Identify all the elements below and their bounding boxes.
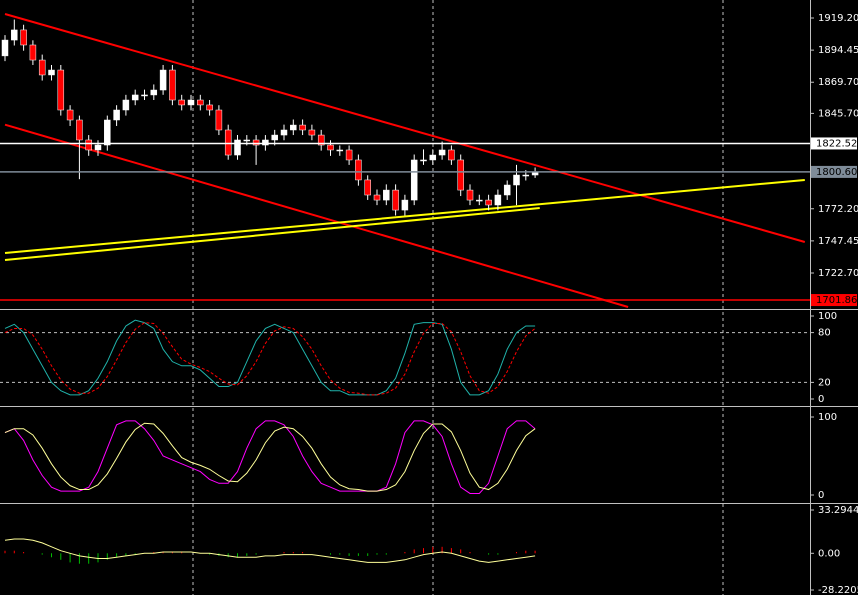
candle-body — [271, 134, 278, 141]
candle-body — [485, 199, 492, 206]
y-tick-label: 1894.45 — [818, 45, 858, 56]
candle-body — [11, 29, 18, 41]
candle-body — [122, 99, 130, 111]
candle-body — [494, 194, 502, 206]
candle-body — [401, 199, 409, 211]
candle-body — [224, 129, 232, 156]
price-label: 1701.86 — [816, 295, 857, 306]
candle-body — [327, 144, 334, 151]
trend-line — [4, 13, 806, 243]
candle-body — [317, 134, 325, 146]
candle-body — [476, 199, 483, 202]
y-tick-label: 1772.20 — [818, 204, 858, 215]
candle-body — [522, 174, 530, 177]
candle-body — [503, 184, 511, 196]
candle-body — [373, 194, 381, 201]
candle-body — [262, 139, 269, 146]
candle-body — [76, 119, 83, 141]
trend-line — [4, 206, 540, 262]
y-tick-label: 33.29447 — [818, 505, 858, 516]
candle-body — [336, 149, 344, 152]
y-tick-label: 100 — [818, 412, 837, 423]
candle-body — [280, 129, 288, 136]
price-label: 1800.60 — [816, 167, 857, 178]
trend-line — [4, 123, 629, 308]
candle-body — [290, 124, 297, 131]
candle-body — [420, 159, 427, 162]
y-tick-label: 80 — [818, 328, 831, 339]
candle-body — [57, 69, 65, 111]
candle-body — [392, 189, 399, 211]
candle-body — [206, 104, 213, 111]
candle-body — [438, 149, 446, 156]
candle-body — [20, 29, 27, 46]
y-tick-label: 0 — [818, 490, 824, 501]
price-label: 1822.52 — [816, 138, 857, 149]
candle-body — [187, 99, 195, 106]
y-tick-label: 1919.20 — [818, 13, 858, 24]
indicator-line — [4, 322, 536, 396]
indicator-line — [4, 319, 536, 396]
candle-body — [215, 109, 223, 131]
indicator-line — [4, 422, 536, 492]
y-tick-label: 0 — [818, 394, 824, 405]
candle-body — [448, 149, 455, 161]
candle-body — [197, 99, 204, 106]
candle-body — [243, 139, 251, 142]
candle-body — [131, 94, 139, 101]
candle-body — [159, 69, 167, 91]
candle-body — [299, 124, 306, 131]
candle-body — [234, 139, 241, 156]
candle-body — [38, 59, 46, 76]
candle-body — [308, 129, 316, 136]
candle-body — [29, 44, 37, 61]
candle-body — [169, 69, 176, 101]
candle-body — [66, 109, 74, 121]
y-tick-label: 1869.70 — [818, 77, 858, 88]
candle-body — [457, 159, 464, 191]
candle-body — [513, 174, 520, 186]
candle-body — [466, 189, 474, 201]
indicator-line — [4, 420, 536, 494]
y-tick-label: 1747.45 — [818, 236, 858, 247]
candle-body — [345, 149, 353, 161]
indicator-line — [4, 538, 536, 563]
candle-body — [252, 139, 260, 146]
price-label-box — [811, 137, 857, 150]
candle-body — [104, 119, 111, 146]
price-label-box — [811, 294, 857, 307]
y-tick-label: 100 — [818, 311, 837, 322]
y-tick-label: 20 — [818, 377, 831, 388]
candle-body — [364, 179, 371, 196]
candle-body — [429, 154, 437, 161]
candle-body — [94, 144, 102, 151]
price-label-box — [811, 165, 857, 178]
candle-body — [48, 69, 55, 76]
candle-body — [355, 159, 362, 181]
candle-body — [1, 39, 9, 57]
y-tick-label: 1722.70 — [818, 268, 858, 279]
candle-body — [150, 89, 158, 96]
candle-body — [410, 159, 418, 201]
trend-line — [4, 178, 805, 255]
y-tick-label: 0.00 — [818, 548, 840, 559]
y-tick-label: -28.2205 — [818, 585, 858, 595]
candle-body — [178, 99, 185, 106]
candle-body — [113, 109, 120, 121]
candle-body — [85, 139, 92, 151]
candle-body — [383, 189, 390, 201]
candle-body — [141, 94, 148, 97]
y-tick-label: 1845.70 — [818, 108, 858, 119]
